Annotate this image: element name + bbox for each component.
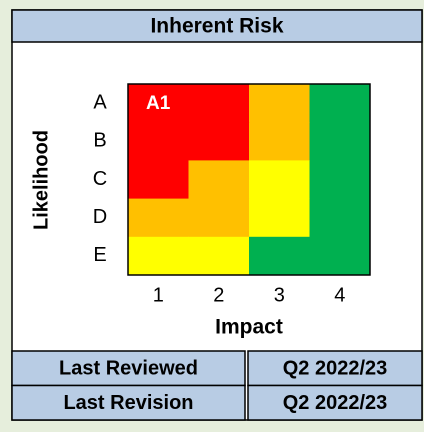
risk-cell: [309, 122, 371, 161]
column-label: 2: [213, 284, 224, 306]
table-value: Q2 2022/23: [283, 392, 388, 414]
table-cell: [11, 384, 246, 421]
risk-cell: [249, 122, 310, 161]
column-label: 4: [334, 284, 345, 306]
risk-marker: A1: [146, 93, 171, 114]
risk-cell: [188, 122, 250, 161]
risk-cell: [309, 198, 371, 238]
risk-cell: [249, 84, 310, 123]
risk-cell: [128, 198, 189, 238]
header-title: Inherent Risk: [150, 15, 283, 38]
row-label: E: [93, 244, 106, 266]
row-label: A: [93, 91, 107, 113]
header-bar: [11, 9, 423, 43]
risk-cell: [188, 236, 250, 276]
risk-cell: [128, 122, 189, 161]
risk-cell: [128, 236, 189, 276]
risk-cell: [188, 198, 250, 238]
risk-cell: [249, 160, 310, 200]
y-axis-label: Likelihood: [30, 130, 52, 230]
review-table: Last Reviewed Q2 2022/23 Last Revision Q2 2…: [11, 350, 423, 421]
row-label: B: [93, 130, 106, 152]
risk-cell: [188, 160, 250, 200]
table-label: Last Reviewed: [59, 358, 198, 380]
risk-cell: [249, 236, 310, 276]
risk-cell: [309, 160, 371, 200]
risk-cell: [188, 84, 250, 123]
table-label: Last Revision: [63, 392, 193, 414]
risk-cell: [309, 84, 371, 123]
column-label: 1: [153, 284, 164, 306]
table-value: Q2 2022/23: [283, 358, 388, 380]
risk-cell: [128, 84, 189, 123]
risk-cell: [249, 198, 310, 238]
row-label: D: [93, 206, 107, 228]
row-label: C: [93, 168, 107, 190]
grid-border: [127, 83, 371, 276]
risk-cell: [128, 160, 189, 200]
column-label: 3: [274, 284, 285, 306]
table-cell: [247, 384, 423, 421]
risk-cell: [309, 236, 371, 276]
x-axis-label: Impact: [215, 316, 283, 339]
